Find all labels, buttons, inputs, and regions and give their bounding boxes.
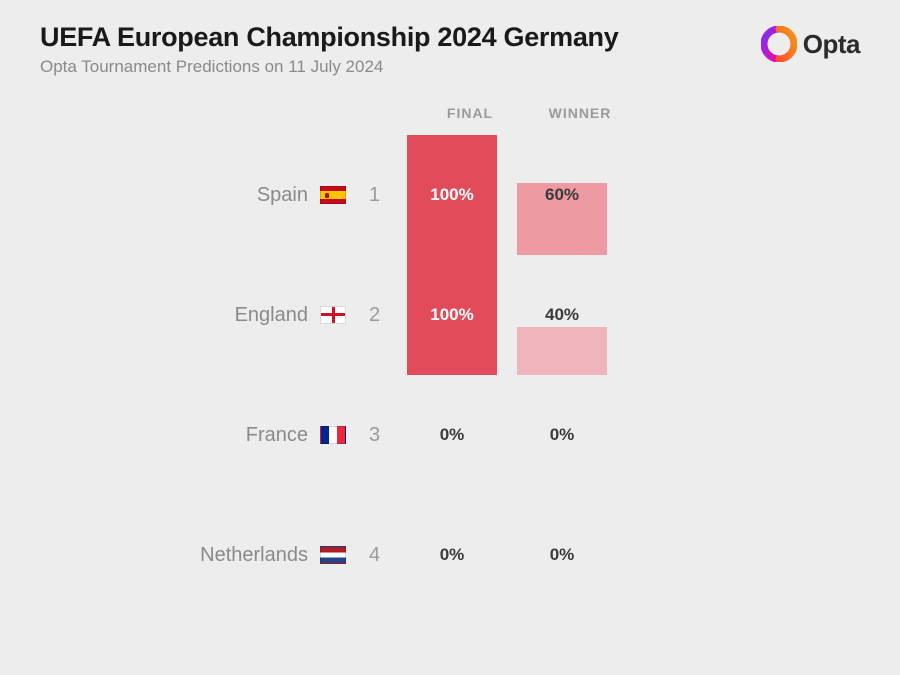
france-flag-icon: [320, 426, 346, 444]
cell-winner: 40%: [507, 255, 617, 375]
bar-label-winner: 40%: [545, 305, 579, 325]
column-header-winner: WINNER: [525, 105, 635, 121]
rank: 2: [352, 304, 397, 327]
cell-final: 100%: [397, 255, 507, 375]
opta-logo: Opta: [761, 26, 860, 62]
flag-cell: [320, 426, 352, 444]
flag-cell: [320, 306, 352, 324]
netherlands-flag-icon: [320, 546, 346, 564]
cell-final: 0%: [397, 375, 507, 495]
flag-cell: [320, 546, 352, 564]
rank: 1: [352, 184, 397, 207]
bar-label-final: 0%: [440, 545, 465, 565]
rank: 4: [352, 544, 397, 567]
column-headers: FINAL WINNER: [0, 105, 900, 121]
table-row: Spain 1 100% 60%: [40, 135, 900, 255]
team-label: Netherlands: [40, 544, 320, 567]
opta-logo-icon: [761, 26, 797, 62]
cell-final: 100%: [397, 135, 507, 255]
title-block: UEFA European Championship 2024 Germany …: [40, 22, 618, 77]
bar-label-winner: 60%: [545, 185, 579, 205]
cell-final: 0%: [397, 495, 507, 615]
column-header-spacer: [40, 105, 415, 121]
opta-logo-text: Opta: [803, 29, 860, 60]
page-subtitle: Opta Tournament Predictions on 11 July 2…: [40, 57, 618, 77]
prediction-rows: Spain1100%60%England2100%40%France30%0%N…: [0, 135, 900, 615]
spain-flag-icon: [320, 186, 346, 204]
team-label: Spain: [40, 184, 320, 207]
england-flag-icon: [320, 306, 346, 324]
bar-winner: [517, 327, 607, 375]
cell-winner: 0%: [507, 495, 617, 615]
flag-cell: [320, 186, 352, 204]
table-row: Netherlands 4 0% 0%: [40, 495, 900, 615]
bar-label-final: 0%: [440, 425, 465, 445]
rank: 3: [352, 424, 397, 447]
table-row: France 3 0% 0%: [40, 375, 900, 495]
header: UEFA European Championship 2024 Germany …: [0, 0, 900, 77]
cell-winner: 0%: [507, 375, 617, 495]
bar-label-final: 100%: [430, 185, 473, 205]
page-title: UEFA European Championship 2024 Germany: [40, 22, 618, 53]
table-row: England 2 100% 40%: [40, 255, 900, 375]
team-label: England: [40, 304, 320, 327]
cell-winner: 60%: [507, 135, 617, 255]
bar-label-winner: 0%: [550, 425, 575, 445]
bar-label-final: 100%: [430, 305, 473, 325]
bar-label-winner: 0%: [550, 545, 575, 565]
team-label: France: [40, 424, 320, 447]
column-header-final: FINAL: [415, 105, 525, 121]
